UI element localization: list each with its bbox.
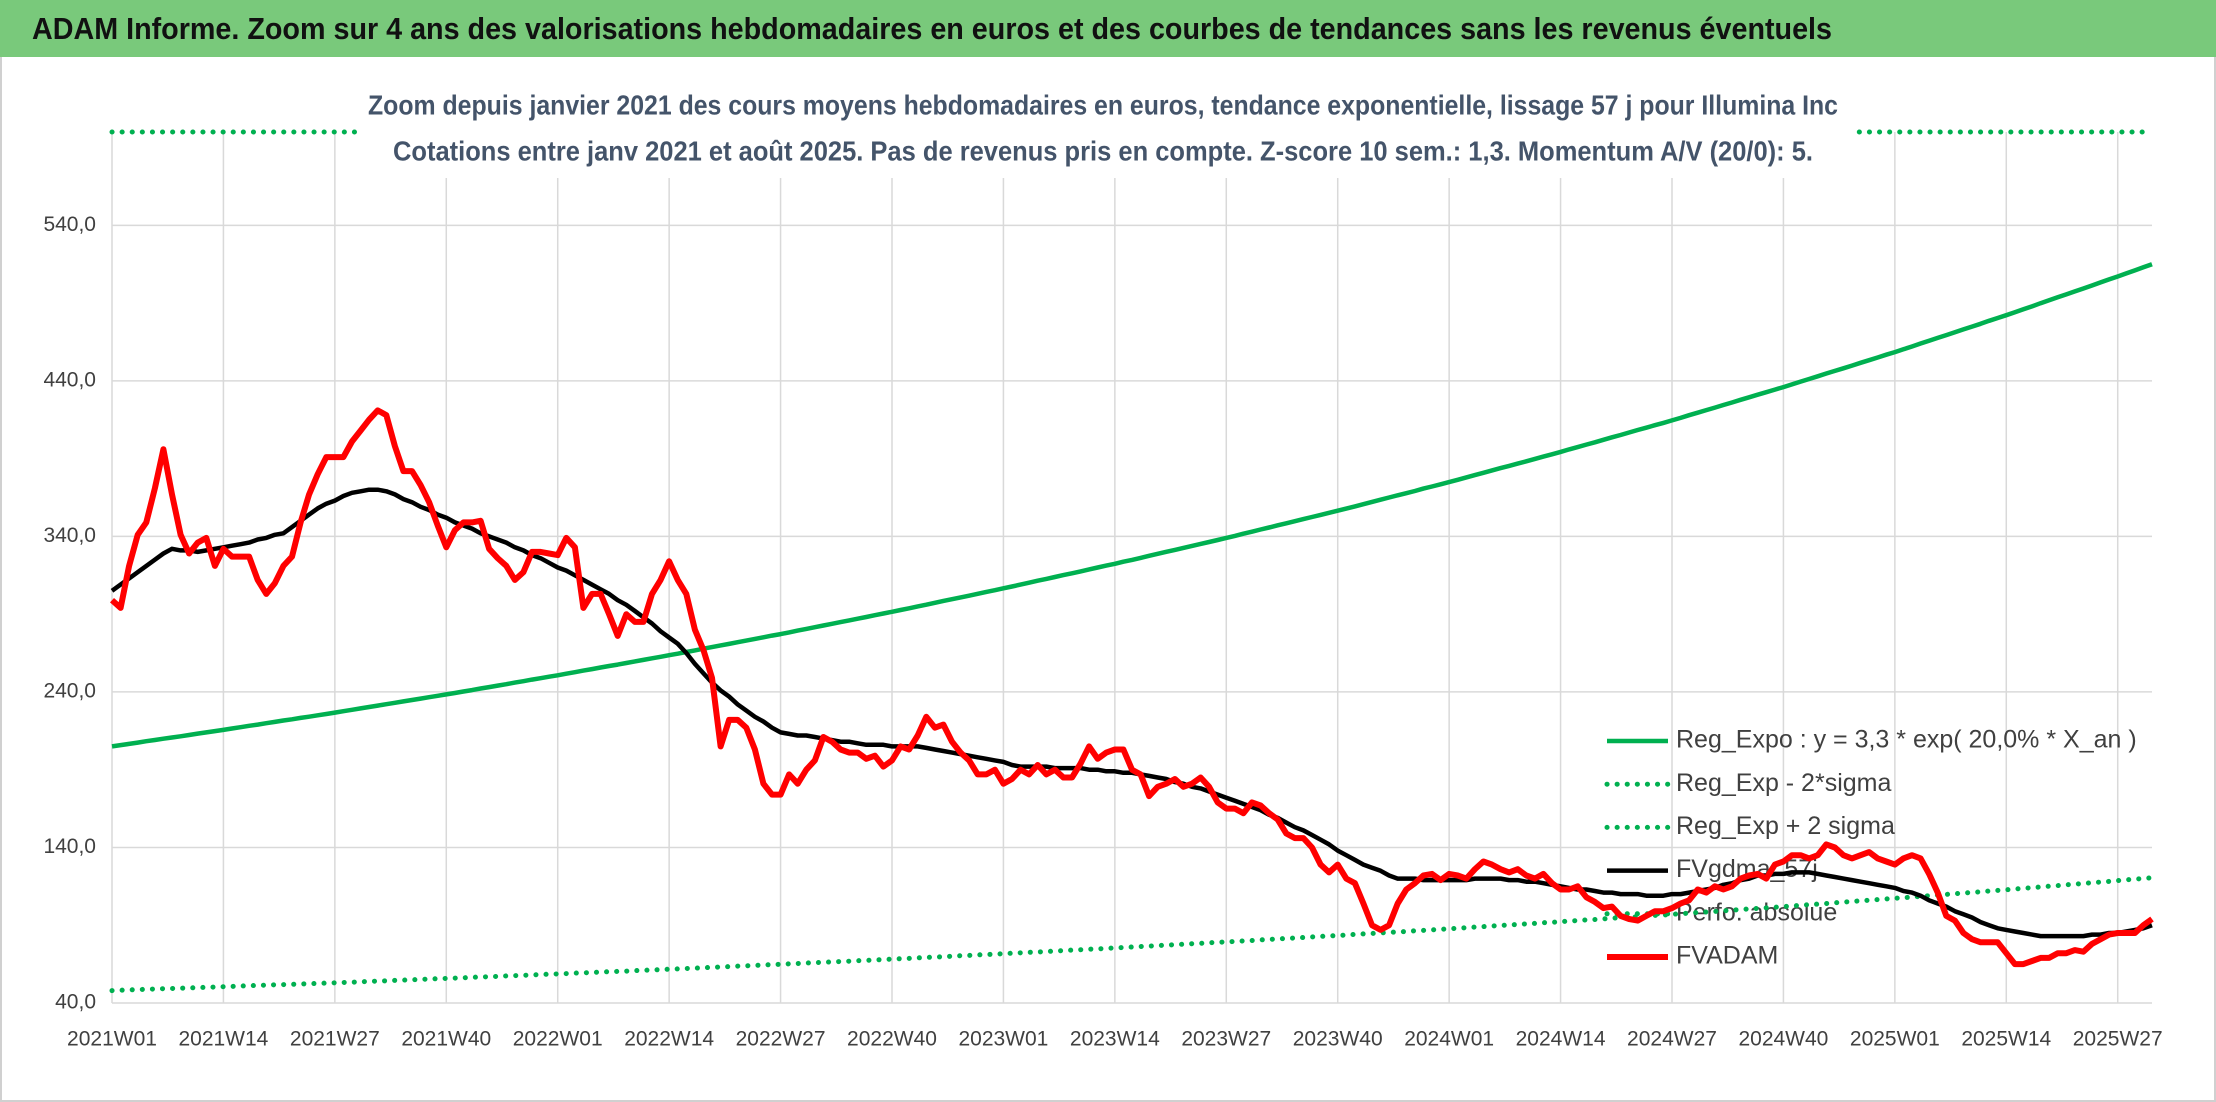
x-tick-label: 2021W14 (178, 1028, 268, 1051)
y-tick-label: 240,0 (43, 679, 96, 702)
x-tick-label: 2022W27 (736, 1028, 826, 1051)
series-line (111, 262, 2153, 749)
y-tick-label: 140,0 (43, 835, 96, 858)
x-tick-label: 2025W14 (1961, 1028, 2051, 1051)
x-tick-label: 2022W14 (624, 1028, 714, 1051)
legend: Reg_Expo : y = 3,3 * exp( 20,0% * X_an )… (1604, 726, 2137, 970)
x-tick-label: 2023W01 (958, 1028, 1048, 1051)
x-tick-label: 2025W27 (2073, 1028, 2163, 1051)
x-tick-label: 2024W40 (1738, 1028, 1828, 1051)
subtitle-line: Cotations entre janv 2021 et août 2025. … (393, 135, 1813, 166)
y-tick-label: 440,0 (43, 368, 96, 391)
legend-label: FVADAM (1676, 942, 1778, 970)
series-line (109, 875, 2155, 994)
header-bar (0, 0, 2216, 57)
x-tick-label: 2021W40 (401, 1028, 491, 1051)
x-tick-label: 2021W01 (67, 1028, 157, 1051)
subtitle-line: Zoom depuis janvier 2021 des cours moyen… (368, 89, 1838, 120)
x-tick-label: 2024W01 (1404, 1028, 1494, 1051)
x-tick-label: 2021W27 (290, 1028, 380, 1051)
x-tick-label: 2022W40 (847, 1028, 937, 1051)
x-tick-label: 2024W27 (1627, 1028, 1717, 1051)
grid: 40,0 140,0 240,0 340,0 440,0 540,0 2021W01 2021… (43, 132, 2163, 1051)
x-tick-label: 2024W14 (1516, 1028, 1606, 1051)
x-tick-label: 2023W27 (1181, 1028, 1271, 1051)
x-tick-label: 2025W01 (1850, 1028, 1940, 1051)
y-tick-label: 340,0 (43, 524, 96, 547)
subtitle-backdrop (362, 86, 1852, 178)
legend-label: Reg_Exp + 2 sigma (1676, 812, 1895, 840)
legend-label: Perfo. absolue (1676, 898, 1837, 926)
y-tick-label: 540,0 (43, 213, 96, 236)
legend-label: Reg_Expo : y = 3,3 * exp( 20,0% * X_an ) (1676, 726, 2137, 754)
legend-label: Reg_Exp - 2*sigma (1676, 769, 1891, 797)
x-tick-label: 2023W40 (1293, 1028, 1383, 1051)
x-tick-label: 2023W14 (1070, 1028, 1160, 1051)
x-tick-label: 2022W01 (513, 1028, 603, 1051)
y-tick-label: 40,0 (55, 991, 96, 1014)
series-line (109, 407, 2154, 968)
header-title: ADAM Informe. Zoom sur 4 ans des valoris… (32, 11, 1832, 46)
